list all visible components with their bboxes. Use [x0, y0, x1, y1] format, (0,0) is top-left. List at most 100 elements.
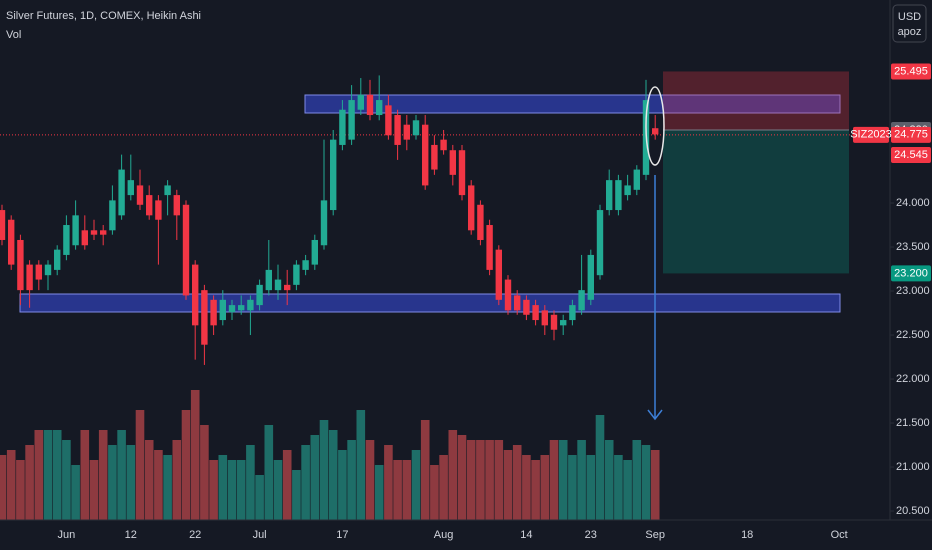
symbol-marker-label: SIZ2023 — [850, 129, 892, 141]
volume-bar — [172, 440, 182, 520]
candle-body — [376, 100, 383, 116]
candle-body — [458, 150, 466, 196]
stop-zone — [663, 71, 849, 130]
candle-body — [652, 128, 659, 135]
volume — [0, 390, 660, 520]
volume-bar — [190, 390, 200, 520]
candle-body — [596, 210, 604, 276]
candle-body — [109, 200, 116, 231]
candle-body — [265, 269, 272, 291]
candle-body — [127, 180, 134, 196]
candle-body — [495, 249, 502, 300]
candle-body — [81, 230, 88, 246]
candle-body — [0, 210, 6, 240]
candle-body — [238, 305, 245, 311]
volume-bar — [255, 475, 264, 520]
x-tick-label: Jul — [253, 529, 267, 541]
volume-bar — [181, 410, 191, 520]
volume-bar — [568, 455, 577, 520]
candle-body — [293, 264, 300, 285]
candle-body — [228, 305, 236, 313]
volume-bar — [558, 440, 568, 520]
candle-body — [118, 169, 125, 216]
volume-bar — [365, 440, 375, 520]
candle-body — [624, 185, 631, 196]
volume-bar — [356, 410, 366, 520]
x-tick-label: Oct — [831, 529, 848, 541]
price-marker-bg — [891, 126, 931, 143]
volume-bar — [512, 445, 522, 520]
volume-bar — [25, 445, 34, 520]
support-zone — [19, 293, 841, 313]
price-marker-bg — [891, 147, 931, 164]
volume-bar — [485, 440, 494, 520]
candle-body — [311, 239, 318, 265]
volume-bar — [16, 460, 25, 520]
candle-body — [385, 105, 392, 136]
candle-body — [219, 299, 226, 321]
candle-body — [606, 180, 613, 211]
x-tick-label: 14 — [520, 529, 532, 541]
candle-body — [201, 290, 208, 345]
candle-body — [504, 279, 512, 311]
candle-body — [477, 204, 484, 240]
candle-body — [63, 225, 70, 255]
volume-bar — [301, 445, 310, 520]
currency-box[interactable] — [892, 4, 927, 43]
volume-bar — [641, 445, 651, 520]
volume-bar — [6, 450, 16, 520]
volume-bar — [420, 420, 430, 520]
volume-bar — [246, 445, 255, 520]
volume-bar — [650, 450, 660, 520]
volume-bar — [374, 465, 384, 520]
volume-bar — [0, 455, 7, 520]
y-tick-label: 23.000 — [896, 285, 930, 297]
currency[interactable]: USD — [898, 11, 921, 23]
candle-body — [633, 169, 640, 190]
candle-body — [431, 144, 438, 170]
volume-bar — [310, 435, 320, 520]
candle-body — [320, 200, 328, 246]
volume-bar — [632, 440, 642, 520]
candle-body — [54, 249, 61, 270]
volume-bar — [439, 455, 448, 520]
volume-bar — [218, 455, 228, 520]
candle-body — [449, 150, 456, 175]
volume-bar — [411, 450, 421, 520]
volume-bar — [108, 445, 117, 520]
volume-bar — [98, 430, 108, 520]
volume-bar — [52, 430, 62, 520]
candle-body — [569, 305, 576, 321]
volume-bar — [227, 460, 237, 520]
volume-bar — [347, 440, 356, 520]
volume-bar — [466, 440, 476, 520]
candle-body — [8, 219, 15, 265]
arrow-head — [647, 409, 663, 421]
price-marker-label: 24.775 — [894, 129, 928, 141]
volume-bar — [282, 450, 292, 520]
volume-bar — [209, 460, 218, 520]
candle-body — [90, 230, 98, 235]
candle-body — [302, 260, 309, 270]
candle-body — [173, 195, 180, 216]
candle-body — [550, 314, 558, 330]
candle-body — [440, 139, 447, 151]
candle-body — [155, 200, 162, 220]
y-tick-label: 21.500 — [896, 417, 930, 429]
target-zone — [663, 129, 849, 274]
volume-bar — [623, 460, 632, 520]
volume-bar — [393, 460, 402, 520]
candle-body — [164, 185, 171, 196]
candle-body — [210, 299, 217, 326]
chart-title: Silver Futures, 1D, COMEX, Heikin Ashi — [6, 10, 201, 22]
volume-bar — [126, 445, 136, 520]
candle-body — [35, 264, 42, 280]
volume-bar — [549, 440, 559, 520]
currency-sub[interactable]: apoz — [898, 26, 922, 38]
candle-body — [615, 180, 622, 211]
volume-bar — [531, 460, 540, 520]
candle-body — [17, 239, 24, 291]
volume-bar — [89, 460, 99, 520]
candle-body — [412, 120, 420, 136]
